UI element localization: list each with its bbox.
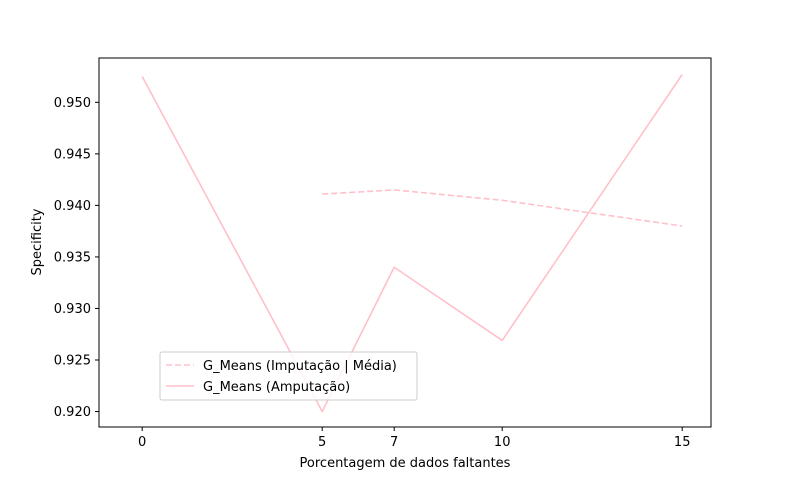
legend-box: [159, 351, 418, 401]
x-tick-label: 0: [138, 435, 146, 450]
y-tick-label: 0.920: [54, 405, 91, 420]
plot-frame: [98, 57, 712, 428]
legend-label-amputacao: G_Means (Amputação): [203, 380, 350, 395]
x-tick-label: 5: [318, 435, 326, 450]
series-layer: [141, 74, 683, 413]
y-tick-label: 0.950: [54, 96, 91, 111]
y-tick-label: 0.940: [54, 199, 91, 214]
y-tick-label: 0.925: [54, 354, 91, 369]
y-tick-label: 0.945: [54, 147, 91, 162]
y-axis-ticks: 0.920 0.925 0.930 0.935 0.940 0.945 0.950: [54, 96, 99, 420]
series-line-amputacao: [141, 74, 683, 413]
y-axis-label: Specificity: [30, 208, 45, 275]
x-tick-label: 7: [390, 435, 398, 450]
y-tick-label: 0.930: [54, 302, 91, 317]
series-line-imputacao: [322, 189, 683, 227]
legend-label-imputacao: G_Means (Imputação | Média): [203, 359, 397, 374]
y-tick-label: 0.935: [54, 250, 91, 265]
x-tick-label: 10: [494, 435, 511, 450]
x-axis-ticks: 0 5 7 10 15: [138, 427, 690, 450]
x-axis-label: Porcentagem de dados faltantes: [300, 456, 511, 471]
legend: G_Means (Imputação | Média) G_Means (Amp…: [159, 351, 418, 401]
x-tick-label: 15: [674, 435, 691, 450]
